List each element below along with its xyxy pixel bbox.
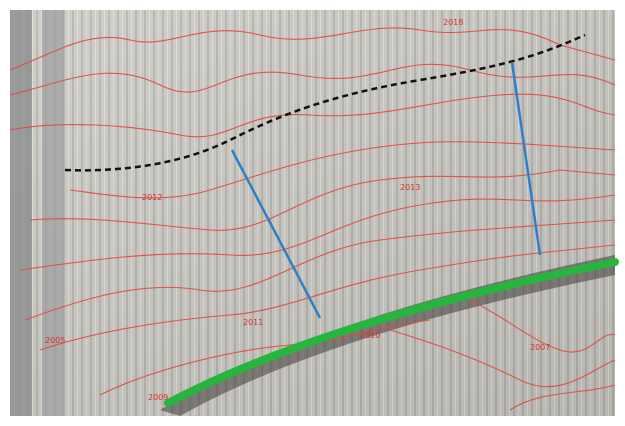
map-view: 2018 2012 2013 2011 2010 2007 2005 2009 bbox=[0, 0, 625, 426]
contour-label: 2011 bbox=[243, 318, 263, 327]
contour-label: 2007 bbox=[530, 343, 550, 352]
contour-label: 2005 bbox=[45, 336, 65, 345]
contour-label: 2010 bbox=[360, 331, 380, 340]
contour-label: 2013 bbox=[400, 183, 420, 192]
contour-label: 2018 bbox=[443, 18, 463, 27]
page: 2018 2012 2013 2011 2010 2007 2005 2009 … bbox=[0, 0, 625, 426]
aerial-image bbox=[10, 10, 615, 416]
contour-label: 2012 bbox=[142, 193, 162, 202]
contour-label: 2009 bbox=[148, 393, 168, 402]
